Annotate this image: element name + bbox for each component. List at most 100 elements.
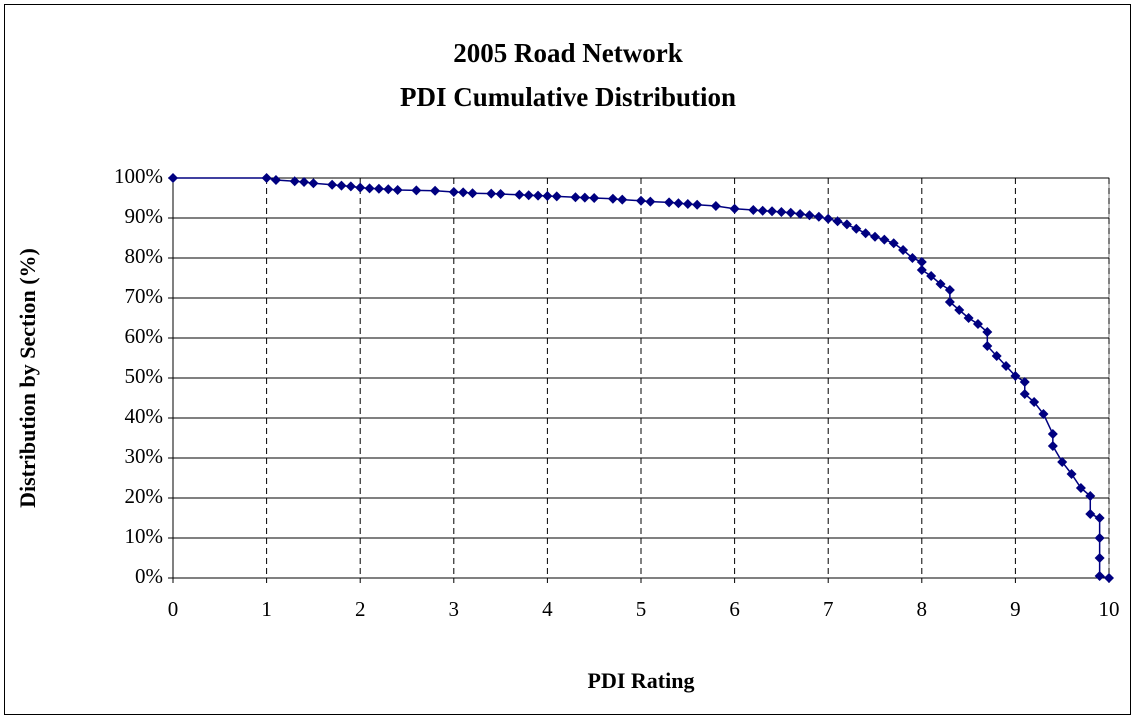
marker	[785, 207, 796, 218]
marker	[458, 187, 469, 198]
marker	[486, 188, 497, 199]
marker	[832, 216, 843, 227]
marker	[926, 271, 937, 281]
y-tick-label: 0%	[135, 564, 163, 588]
marker	[804, 210, 815, 221]
marker	[1094, 513, 1105, 523]
marker	[364, 183, 375, 194]
y-tick-label: 20%	[125, 484, 164, 508]
marker	[757, 205, 768, 216]
marker	[636, 195, 646, 206]
marker	[1010, 371, 1021, 381]
x-tick-label: 8	[917, 597, 928, 621]
marker	[467, 188, 478, 199]
y-tick-label: 10%	[125, 524, 164, 548]
marker	[1057, 457, 1068, 467]
marker	[168, 173, 178, 183]
y-tick-label: 80%	[125, 244, 164, 268]
marker	[355, 182, 366, 193]
marker	[954, 305, 965, 315]
y-tick-label: 60%	[125, 324, 164, 348]
chart-subtitle: PDI Cumulative Distribution	[400, 82, 736, 112]
marker	[1038, 409, 1049, 419]
marker	[1019, 389, 1030, 399]
marker	[916, 265, 927, 275]
marker	[336, 180, 347, 191]
x-tick-label: 3	[449, 597, 460, 621]
marker	[963, 313, 974, 323]
marker	[692, 199, 703, 210]
marker	[673, 198, 684, 209]
marker	[261, 173, 272, 183]
marker	[448, 187, 459, 197]
marker	[579, 192, 590, 203]
marker	[710, 201, 721, 211]
marker	[327, 179, 338, 190]
x-tick-label: 0	[168, 597, 179, 621]
marker	[542, 191, 553, 201]
marker	[551, 191, 562, 202]
marker	[823, 213, 834, 224]
marker	[514, 189, 525, 200]
marker	[841, 219, 852, 230]
marker	[645, 196, 656, 207]
marker	[944, 297, 955, 307]
y-tick-label: 50%	[125, 364, 164, 388]
marker	[991, 351, 1002, 361]
marker	[813, 211, 824, 222]
marker	[851, 223, 862, 234]
marker	[1094, 533, 1105, 543]
marker	[1047, 429, 1058, 439]
marker	[664, 197, 675, 208]
marker	[1029, 397, 1040, 407]
y-tick-label: 90%	[125, 204, 164, 228]
marker	[888, 238, 899, 249]
x-tick-label: 10	[1099, 597, 1120, 621]
x-tick-label: 1	[261, 597, 272, 621]
marker	[898, 245, 909, 255]
marker	[411, 185, 422, 196]
marker	[345, 181, 356, 192]
marker	[617, 194, 628, 205]
marker	[1085, 509, 1096, 519]
marker	[1019, 377, 1030, 387]
marker	[533, 190, 544, 201]
chart-title: 2005 Road Network	[453, 38, 683, 68]
x-tick-label: 5	[636, 597, 647, 621]
marker	[1104, 573, 1114, 583]
marker	[795, 209, 806, 219]
x-tick-label: 7	[823, 597, 834, 621]
marker	[776, 207, 787, 217]
marker	[860, 228, 871, 239]
marker	[308, 178, 319, 189]
x-tick-label: 2	[355, 597, 366, 621]
y-tick-label: 30%	[125, 444, 164, 468]
y-tick-label: 100%	[114, 164, 163, 188]
x-tick-label: 9	[1010, 597, 1021, 621]
marker	[972, 319, 983, 329]
y-tick-label: 40%	[125, 404, 164, 428]
marker	[1075, 483, 1086, 493]
marker	[299, 177, 310, 187]
marker	[589, 193, 600, 203]
marker	[1047, 441, 1058, 451]
marker	[373, 183, 384, 194]
marker	[270, 175, 281, 185]
x-axis-title: PDI Rating	[588, 668, 695, 693]
marker	[1085, 491, 1096, 501]
marker	[1066, 469, 1077, 479]
marker	[289, 176, 300, 187]
marker	[570, 192, 581, 203]
y-tick-label: 70%	[125, 284, 164, 308]
marker	[944, 285, 955, 295]
marker	[767, 206, 778, 217]
x-tick-label: 6	[729, 597, 740, 621]
marker	[383, 184, 394, 195]
marker	[1001, 361, 1012, 371]
marker	[682, 199, 693, 209]
marker	[1094, 553, 1105, 563]
x-tick-label: 4	[542, 597, 553, 621]
marker	[916, 257, 927, 267]
marker	[495, 189, 506, 199]
